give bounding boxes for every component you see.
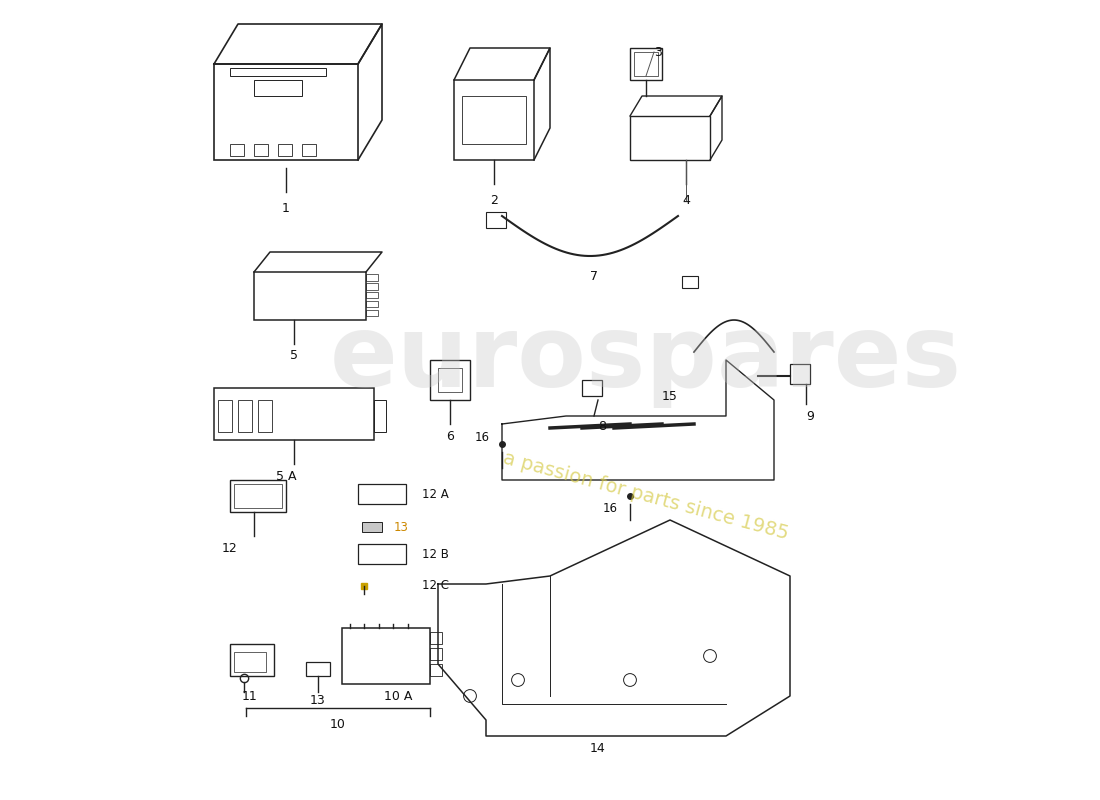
Text: 2: 2: [491, 194, 498, 206]
Bar: [258, 400, 273, 432]
Bar: [306, 662, 330, 676]
Text: 5: 5: [290, 350, 298, 362]
Bar: [366, 283, 378, 290]
Text: 11: 11: [242, 690, 257, 702]
Bar: [634, 52, 658, 76]
Text: 4: 4: [682, 194, 690, 206]
Text: 3: 3: [654, 46, 662, 58]
Bar: [234, 484, 282, 508]
Bar: [682, 276, 698, 288]
Bar: [374, 400, 386, 432]
Text: 14: 14: [590, 742, 606, 754]
Bar: [230, 144, 244, 156]
Bar: [342, 628, 430, 684]
Bar: [238, 400, 252, 432]
Text: 10: 10: [330, 718, 345, 730]
Bar: [254, 272, 366, 320]
Text: 7: 7: [590, 270, 598, 282]
Bar: [214, 388, 374, 440]
Text: a passion for parts since 1985: a passion for parts since 1985: [502, 449, 791, 543]
Bar: [254, 144, 268, 156]
Bar: [362, 522, 382, 532]
Text: 13: 13: [394, 521, 409, 534]
Bar: [254, 80, 303, 96]
Text: 13: 13: [310, 694, 326, 706]
Bar: [230, 480, 286, 512]
Text: 12 B: 12 B: [422, 548, 449, 561]
Bar: [582, 380, 602, 396]
Text: 16: 16: [603, 502, 617, 514]
Bar: [430, 360, 470, 400]
Text: 12 A: 12 A: [422, 488, 449, 501]
Text: 6: 6: [447, 430, 454, 442]
Bar: [366, 274, 378, 281]
Bar: [454, 80, 534, 160]
Bar: [218, 400, 232, 432]
Bar: [430, 664, 442, 676]
Text: 12: 12: [222, 542, 238, 554]
Bar: [486, 212, 506, 228]
Text: 16: 16: [474, 431, 490, 444]
Text: 15: 15: [662, 390, 678, 402]
Bar: [430, 648, 442, 660]
Bar: [358, 484, 406, 504]
Text: 5 A: 5 A: [276, 470, 296, 482]
Bar: [790, 364, 810, 384]
Bar: [230, 68, 326, 76]
Text: 9: 9: [806, 410, 814, 422]
Bar: [358, 544, 406, 564]
Text: 10 A: 10 A: [384, 690, 412, 702]
Bar: [462, 96, 526, 144]
Bar: [214, 64, 358, 160]
Bar: [366, 310, 378, 316]
Bar: [630, 116, 710, 160]
Bar: [630, 48, 662, 80]
Bar: [278, 144, 293, 156]
Bar: [430, 632, 442, 644]
Bar: [438, 368, 462, 392]
Text: eurospares: eurospares: [330, 311, 962, 409]
Bar: [230, 644, 274, 676]
Bar: [234, 652, 266, 672]
Bar: [366, 301, 378, 307]
Text: 12 C: 12 C: [422, 579, 449, 592]
Text: 1: 1: [282, 202, 290, 214]
Text: 8: 8: [598, 420, 606, 433]
Bar: [366, 292, 378, 298]
Bar: [302, 144, 317, 156]
